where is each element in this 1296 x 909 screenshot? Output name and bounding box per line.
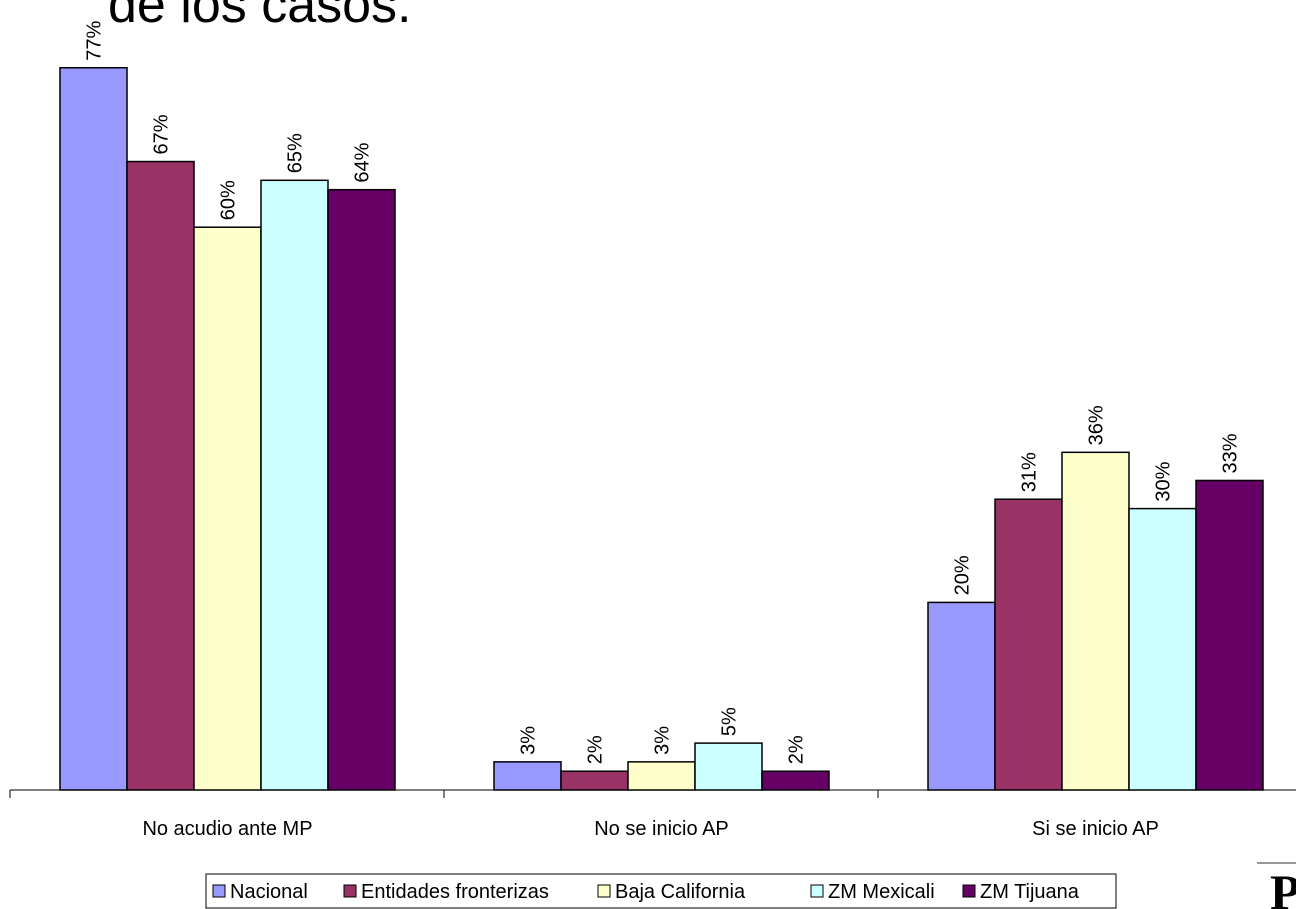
data-label: 36% — [1086, 405, 1108, 445]
legend-label: Baja California — [615, 881, 746, 903]
bar — [694, 742, 763, 791]
category-label: No se inicio AP — [594, 818, 729, 840]
data-label: 5% — [719, 707, 741, 736]
data-label: 3% — [652, 726, 674, 755]
x-axis: No acudio ante MP No se inicio AP Si se in… — [9, 789, 1296, 840]
bar — [560, 770, 629, 791]
legend-label: Entidades fronterizas — [361, 881, 549, 903]
corner-glyph: P — [1270, 864, 1296, 909]
data-label: 77% — [84, 20, 106, 60]
legend-label: ZM Mexicali — [828, 881, 935, 903]
chart-title-fragment: de los casos. — [108, 0, 412, 34]
bars-layer — [59, 66, 1264, 791]
legend-swatch — [212, 884, 226, 898]
data-label: 31% — [1019, 452, 1041, 492]
legend-label: ZM Tijuana — [980, 881, 1080, 903]
data-label: 65% — [285, 133, 307, 173]
bar — [59, 66, 128, 791]
legend-label: Nacional — [230, 881, 308, 903]
bar — [260, 179, 329, 791]
bar — [994, 498, 1063, 791]
data-label: 60% — [218, 180, 240, 220]
bar — [761, 770, 830, 791]
bar — [1195, 479, 1264, 791]
data-label: 3% — [518, 726, 540, 755]
data-label: 64% — [352, 142, 374, 182]
legend-swatch — [962, 884, 976, 898]
category-label: Si se inicio AP — [1032, 818, 1159, 840]
legend-swatch — [810, 884, 824, 898]
bar — [927, 601, 996, 791]
bar — [1128, 507, 1197, 791]
category-label: No acudio ante MP — [142, 818, 312, 840]
bar — [627, 761, 696, 791]
bar — [327, 188, 396, 791]
data-label: 30% — [1153, 461, 1175, 501]
bar — [1061, 451, 1130, 791]
bar — [193, 226, 262, 791]
data-label: 20% — [952, 555, 974, 595]
legend-swatch — [343, 884, 357, 898]
data-label: 2% — [786, 735, 808, 764]
bar — [126, 160, 195, 791]
bar — [493, 761, 562, 791]
data-label: 33% — [1220, 433, 1242, 473]
data-label: 2% — [585, 735, 607, 764]
data-label: 67% — [151, 114, 173, 154]
data-labels: 77% 3% 20% 67% 2% 31% 60% 3% 36% 65% 5% 30% 64% 2% 33% — [84, 20, 1242, 764]
legend: Nacional Entidades fronterizas Baja Califo… — [205, 873, 1117, 909]
legend-swatch — [597, 884, 611, 898]
